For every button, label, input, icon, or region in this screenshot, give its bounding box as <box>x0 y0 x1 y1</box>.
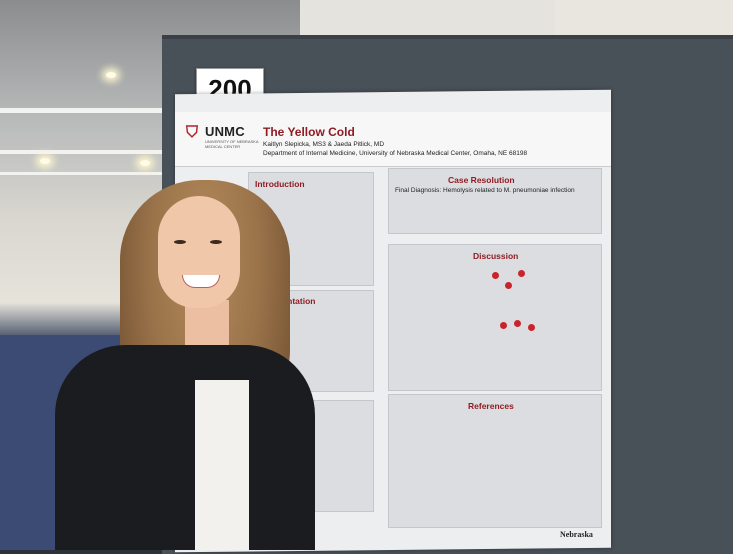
cell-diagram-dot <box>492 272 499 279</box>
cell-diagram-dot <box>500 322 507 329</box>
references-panel <box>388 394 602 528</box>
ceiling-light <box>40 158 50 164</box>
poster-logo-subtext: UNIVERSITY OF NEBRASKA MEDICAL CENTER <box>205 139 259 149</box>
cell-diagram-dot <box>528 324 535 331</box>
poster-title: The Yellow Cold <box>263 125 355 139</box>
ceiling-light <box>106 72 116 78</box>
case-resolution-panel <box>388 168 602 234</box>
ceiling-truss <box>0 172 162 175</box>
person-black-blazer <box>55 345 315 550</box>
cell-diagram-dot <box>505 282 512 289</box>
unmc-logo-icon: ⛉ <box>186 124 199 141</box>
person-face <box>158 196 240 308</box>
ceiling-truss <box>0 150 162 154</box>
nebraska-logo: Nebraska <box>560 530 593 539</box>
wall <box>555 0 733 40</box>
person-eye <box>174 240 186 244</box>
discussion-panel <box>388 244 602 391</box>
poster-department: Department of Internal Medicine, Univers… <box>263 150 528 157</box>
cell-diagram-dot <box>514 320 521 327</box>
references-heading: References <box>468 401 514 411</box>
ceiling-light <box>140 160 150 166</box>
poster-authors: Kaitlyn Slepicka, MS3 & Jaeda Pitlick, M… <box>263 141 385 148</box>
final-diagnosis-text: Final Diagnosis: Hemolysis related to M.… <box>395 187 575 194</box>
person-eye <box>210 240 222 244</box>
ceiling-truss <box>0 108 162 113</box>
case-resolution-heading: Case Resolution <box>448 175 515 185</box>
poster-logo-text: UNMC <box>205 124 245 139</box>
discussion-heading: Discussion <box>473 251 519 261</box>
person-white-shirt <box>195 380 249 550</box>
poster-header <box>175 112 611 167</box>
introduction-heading: Introduction <box>255 179 305 189</box>
cell-diagram-dot <box>518 270 525 277</box>
